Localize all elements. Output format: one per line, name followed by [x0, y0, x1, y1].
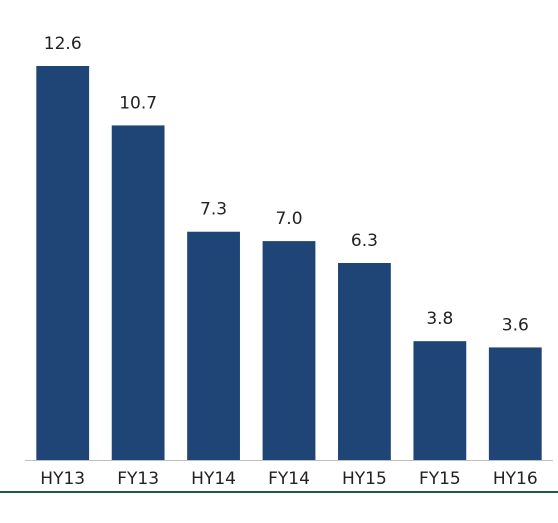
x-tick-label: HY13 — [40, 469, 85, 489]
bar — [488, 347, 542, 460]
bar — [262, 241, 316, 460]
data-label: 3.8 — [426, 309, 453, 329]
bar — [187, 231, 240, 460]
x-tick-label: FY15 — [419, 469, 461, 489]
data-label: 12.6 — [44, 34, 82, 54]
data-label: 7.3 — [200, 200, 227, 220]
x-tick-label: HY16 — [493, 469, 538, 489]
bar — [36, 66, 90, 460]
data-label: 10.7 — [119, 93, 157, 113]
data-label: 6.3 — [351, 231, 378, 251]
x-tick-label: FY13 — [117, 469, 159, 489]
bar — [413, 341, 467, 460]
data-label: 3.6 — [502, 315, 529, 335]
data-label: 7.0 — [275, 209, 302, 229]
x-tick-label: HY15 — [342, 469, 387, 489]
bar — [111, 125, 165, 461]
bar — [338, 263, 391, 460]
x-tick-label: HY14 — [191, 469, 236, 489]
x-tick-label: FY14 — [268, 469, 310, 489]
